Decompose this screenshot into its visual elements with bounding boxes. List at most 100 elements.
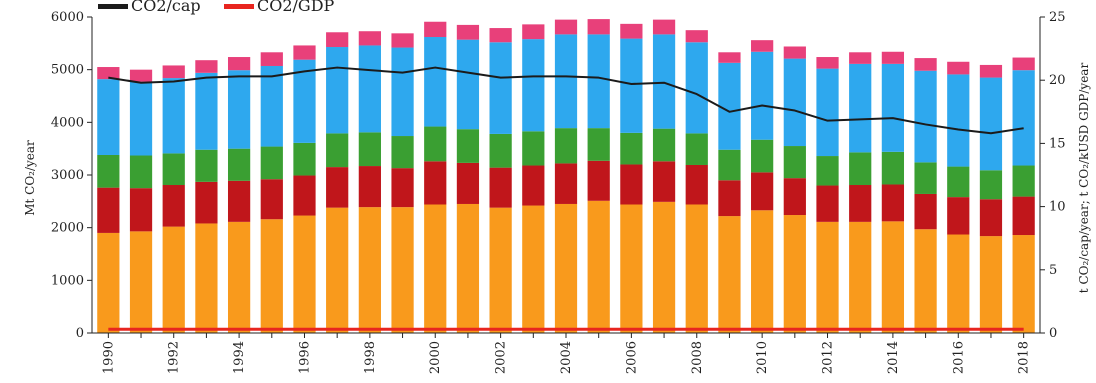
bar-segment-2006-s2 [620,164,643,205]
bar-segment-2001-s1 [456,203,480,333]
bar-segment-2009-s1 [718,216,741,333]
bar-segment-2017-s4 [979,77,1003,171]
bar-segment-2000-s1 [424,204,447,333]
bar-segment-1997-s4 [326,47,349,134]
bar-segment-2013-s3 [849,152,872,185]
legend-label-co2-gdp: CO2/GDP [257,0,335,15]
bar-segment-1996-s1 [293,215,316,333]
bar-segment-1995-s4 [260,65,283,147]
bar-segment-1996-s3 [293,142,316,176]
bar-segment-1997-s1 [326,207,349,333]
bar-segment-2005-s1 [587,200,610,333]
bar-segment-1999-s1 [391,207,414,333]
bar-segment-1994-s2 [227,180,251,222]
bar-segment-1990-s2 [97,187,120,233]
bar-segment-1994-s3 [227,148,251,181]
bar-segment-2005-s3 [587,128,610,161]
bar-segment-2008-s2 [685,164,708,205]
bar-segment-1993-s5 [195,60,218,73]
y2-axis-title: t CO₂/cap/year; t CO₂/kUSD GDP/year [1077,63,1091,294]
x-tick-label: 2012 [821,341,836,374]
bar-segment-2012-s4 [816,68,839,157]
bar-segment-2007-s3 [652,128,676,162]
bar-segment-2009-s5 [718,52,741,63]
bar-segment-1999-s3 [391,136,414,169]
bar-segment-1995-s1 [260,219,283,333]
bar-segment-2014-s5 [881,51,905,64]
bar-segment-2016-s4 [947,74,970,167]
bar-segment-2017-s1 [979,236,1003,333]
bar-segment-2016-s3 [947,166,970,198]
bar-segment-1994-s1 [227,221,251,333]
x-tick-label: 2016 [951,341,966,374]
bar-segment-2010-s5 [751,40,774,52]
bar-segment-2013-s5 [849,52,872,64]
bar-segment-1993-s4 [195,72,218,150]
bar-segment-2002-s5 [489,28,512,43]
bar-segment-1993-s1 [195,223,218,333]
y2-tick-label: 25 [1049,10,1066,25]
bar-segment-2016-s2 [947,197,970,235]
line-co2-cap [108,66,1024,135]
bar-segment-1991-s1 [129,231,153,333]
bar-segment-1995-s2 [260,179,283,220]
bar-segment-2002-s1 [489,207,512,333]
bar-segment-2014-s1 [881,221,905,333]
legend-swatch-co2-cap [98,4,128,9]
bar-segment-1999-s2 [391,168,414,208]
bar-segment-2016-s1 [947,234,970,333]
bar-segment-2002-s2 [489,167,512,208]
bar-segment-1994-s5 [227,57,251,71]
bar-segment-2014-s3 [881,151,905,185]
y-tick-label: 3000 [51,168,84,183]
bar-segment-2011-s3 [783,146,806,179]
bar-segment-2008-s4 [685,42,708,134]
bar-segment-2011-s4 [783,58,806,147]
x-tick-label: 1998 [363,341,378,374]
bar-segment-2018-s3 [1012,165,1035,197]
bar-segment-1993-s2 [195,181,218,224]
bar-segment-2007-s5 [652,19,676,35]
line-layer [108,66,1024,331]
bar-segment-2009-s4 [718,62,741,150]
bar-segment-2018-s5 [1012,57,1035,71]
y-tick-label: 4000 [51,115,84,130]
bar-segment-2002-s3 [489,133,512,168]
bar-segment-1991-s3 [129,155,153,189]
bar-segment-2000-s4 [424,37,447,127]
bar-segment-2003-s2 [522,165,545,206]
bar-segment-2005-s2 [587,160,610,201]
bar-segment-2001-s5 [456,24,480,40]
bar-segment-2004-s5 [554,19,578,35]
bar-segment-2016-s5 [947,61,970,75]
bar-segment-1999-s4 [391,47,414,137]
bar-segment-2003-s4 [522,39,545,132]
bar-segment-2012-s3 [816,156,839,186]
x-tick-label: 2004 [559,341,574,374]
bar-segment-2018-s1 [1012,235,1035,333]
bar-segment-2003-s1 [522,205,545,333]
bar-segment-2013-s4 [849,63,872,153]
bar-segment-2001-s3 [456,129,480,163]
axes-layer: 0 1000 2000 3000 4000 5000 6000 0 5 10 15 20 25 1990 1… [51,10,1066,374]
bar-segment-2000-s5 [424,21,447,38]
x-tick-label: 2008 [690,341,705,374]
bar-segment-2011-s5 [783,46,806,59]
bar-segment-2013-s2 [849,185,872,222]
bar-segment-2013-s1 [849,221,872,333]
bar-segment-2000-s3 [424,126,447,162]
bar-segment-2009-s2 [718,180,741,217]
bar-segment-2014-s4 [881,63,905,152]
bar-segment-2017-s3 [979,170,1003,200]
bar-segment-2002-s4 [489,42,512,134]
bar-segment-1992-s2 [162,185,185,227]
bar-segment-1994-s4 [227,70,251,149]
y-axis-title: Mt CO₂/year [23,140,37,216]
bar-segment-2004-s2 [554,163,578,204]
bar-segment-2007-s4 [652,34,676,129]
bar-segment-1992-s4 [162,78,185,154]
bar-segment-2017-s2 [979,199,1003,237]
y-tick-label: 1000 [51,273,84,288]
bar-segment-1990-s3 [97,154,120,188]
